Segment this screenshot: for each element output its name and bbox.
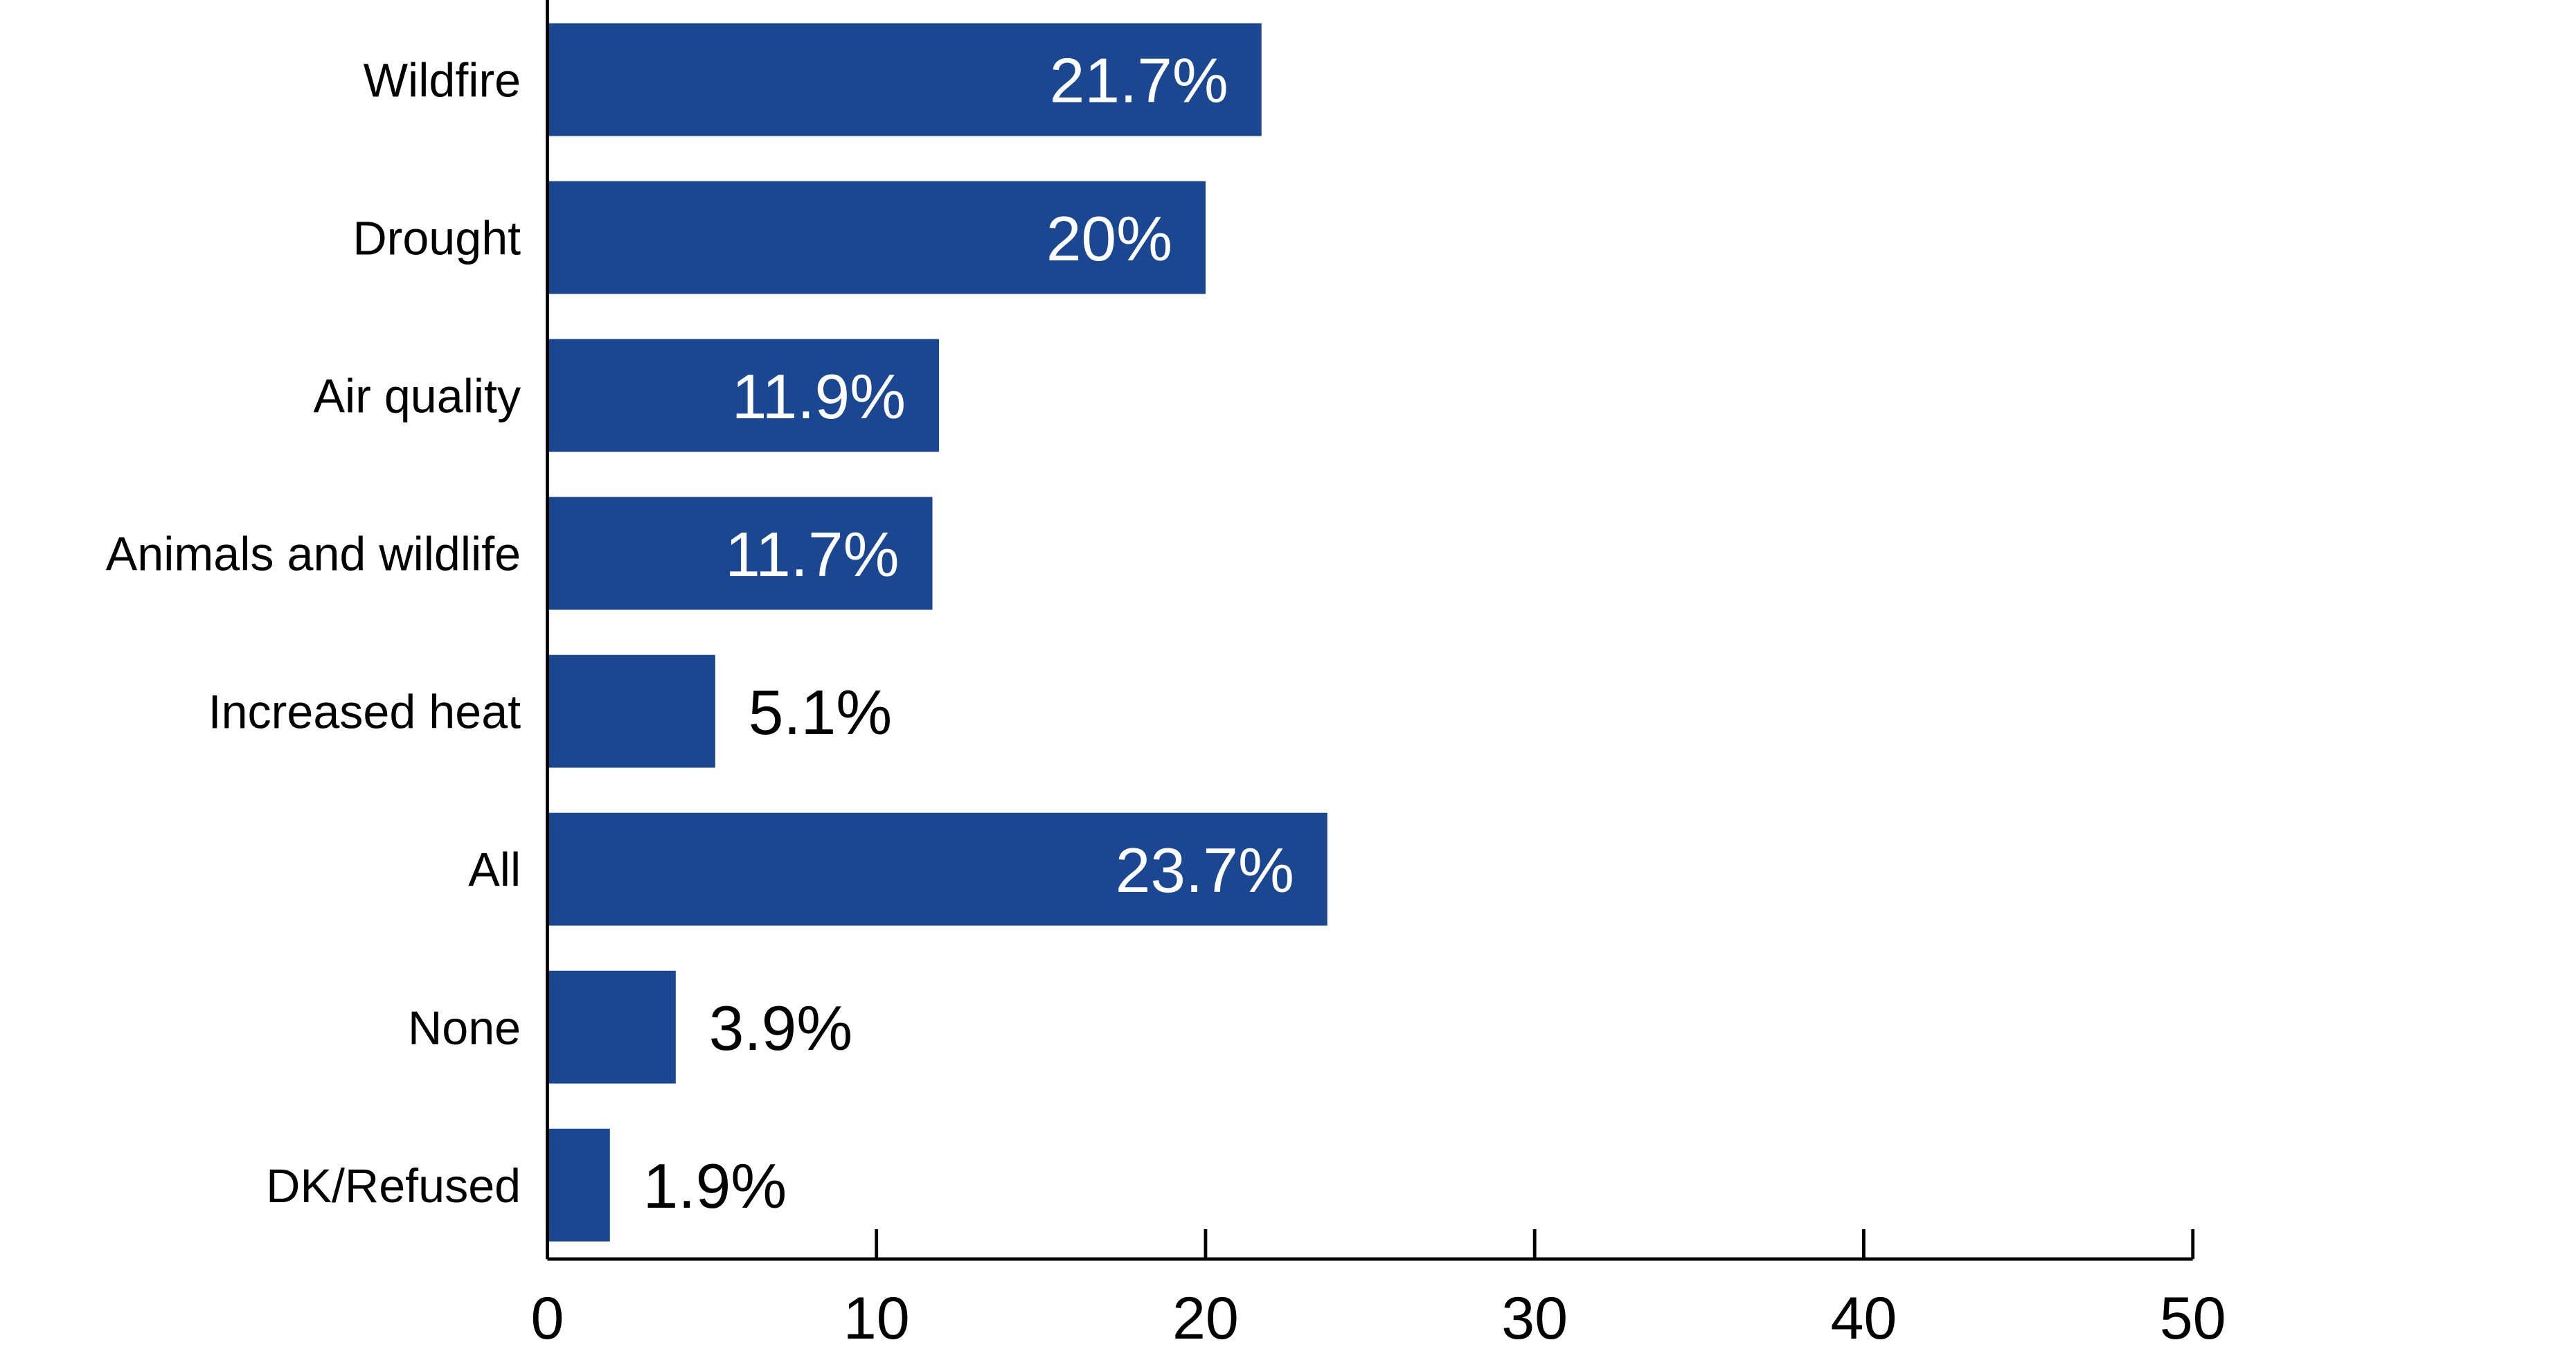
value-label: 11.7%	[725, 520, 899, 590]
bar-all	[547, 812, 1327, 926]
category-label: Drought	[352, 213, 521, 265]
bar-increased-heat	[547, 654, 715, 768]
value-label: 3.9%	[709, 994, 852, 1064]
value-label: 1.9%	[643, 1152, 787, 1222]
x-tick-label: 0	[530, 1285, 564, 1346]
category-label: Air quality	[313, 370, 521, 423]
category-label: All	[468, 844, 521, 897]
bar-air-quality	[547, 339, 940, 452]
value-label: 21.7%	[1050, 46, 1228, 116]
value-label: 20%	[1046, 204, 1172, 274]
bar-animals-and-wildlife	[547, 497, 933, 610]
x-tick-label: 30	[1501, 1285, 1568, 1346]
value-label: 5.1%	[749, 678, 892, 748]
bar-none	[547, 970, 676, 1084]
bars-layer	[547, 23, 1327, 1242]
category-label: DK/Refused	[266, 1160, 521, 1213]
x-tick-label: 40	[1830, 1285, 1897, 1346]
category-label: Increased heat	[208, 686, 521, 739]
x-tick-label: 20	[1172, 1285, 1239, 1346]
labels-layer: Wildfire 21.7% Drought 20% Air quality 11.9% A…	[106, 46, 1294, 1222]
value-label: 11.9%	[732, 362, 906, 432]
x-tick-label: 50	[2160, 1285, 2226, 1346]
bar-dk-refused	[547, 1128, 610, 1242]
bar-drought	[547, 181, 1206, 294]
bar-wildfire	[547, 23, 1262, 136]
axes-layer: 0 10 20 30 40 50	[530, 0, 2226, 1349]
x-tick-label: 10	[843, 1285, 910, 1346]
category-label: Animals and wildlife	[106, 528, 521, 581]
category-label: None	[408, 1002, 521, 1055]
value-label: 23.7%	[1116, 836, 1294, 906]
category-label: Wildfire	[364, 55, 521, 107]
